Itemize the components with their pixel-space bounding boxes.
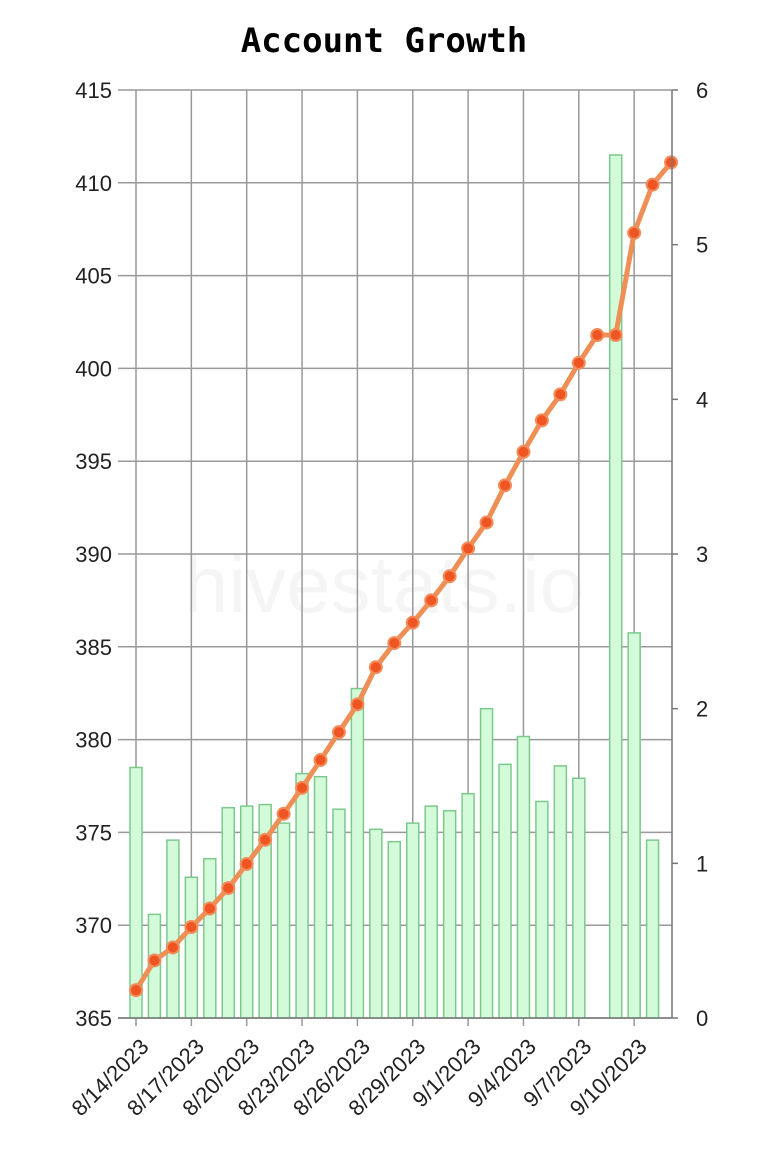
bar (461, 792, 475, 1019)
line-point (276, 806, 291, 821)
line-point (645, 177, 660, 192)
left-tick-label: 410 (75, 171, 112, 196)
left-tick-label: 375 (75, 820, 112, 845)
bar (184, 876, 199, 1019)
line-point (350, 697, 365, 712)
bar (535, 800, 549, 1019)
bar (369, 828, 383, 1019)
left-tick-label: 405 (75, 264, 112, 289)
line-series (129, 155, 679, 998)
left-tick-label: 390 (75, 542, 112, 567)
line-point (553, 387, 568, 402)
bar (387, 840, 402, 1019)
line-point (331, 725, 346, 740)
line-point (590, 327, 605, 342)
line-point (313, 753, 328, 768)
bar-series (129, 154, 660, 1019)
line-point (608, 327, 623, 342)
chart-title: Account Growth (241, 21, 528, 61)
line-point (221, 881, 236, 896)
line-point (295, 780, 310, 795)
line-point (165, 940, 180, 955)
right-tick-label: 6 (696, 78, 708, 103)
line-point (368, 660, 383, 675)
line-point (498, 478, 512, 493)
line-point (129, 983, 143, 998)
bar (239, 805, 254, 1019)
bar (203, 857, 217, 1019)
bar (608, 154, 623, 1019)
bar (572, 777, 586, 1019)
line-point (239, 856, 254, 871)
bar (313, 775, 328, 1019)
line-point (424, 593, 439, 608)
line-point (184, 920, 199, 935)
bar (276, 822, 291, 1019)
left-tick-label: 400 (75, 356, 112, 381)
line-point (571, 355, 586, 370)
right-tick-label: 0 (696, 1006, 708, 1031)
bar (442, 809, 457, 1019)
line-point (479, 515, 494, 530)
bar (479, 707, 494, 1019)
left-tick-label: 380 (75, 728, 112, 753)
bar (406, 822, 420, 1019)
left-tick-label: 385 (75, 635, 112, 660)
line-point (664, 155, 679, 170)
line-point (534, 413, 549, 428)
line-point (202, 901, 217, 916)
right-tick-label: 1 (696, 851, 708, 876)
line-point (442, 569, 457, 584)
bar (332, 808, 346, 1019)
bar (424, 805, 438, 1019)
bar (645, 839, 660, 1019)
left-tick-label: 365 (75, 1006, 112, 1031)
line-point (405, 615, 420, 630)
bar (553, 765, 568, 1019)
line-point (258, 832, 273, 847)
line-point (627, 225, 642, 240)
line-point (461, 541, 476, 556)
bar (166, 839, 180, 1019)
bar (516, 735, 531, 1019)
bar (350, 687, 365, 1019)
bar (221, 806, 235, 1019)
bar (627, 632, 641, 1019)
line-point (516, 444, 531, 459)
left-tick-label: 395 (75, 449, 112, 474)
bar (295, 772, 309, 1019)
right-tick-label: 3 (696, 542, 708, 567)
right-tick-label: 4 (696, 387, 708, 412)
right-tick-label: 5 (696, 233, 708, 258)
left-tick-label: 415 (75, 78, 112, 103)
bar (498, 763, 512, 1019)
line-point (147, 953, 162, 968)
line-point (387, 636, 402, 651)
right-tick-label: 2 (696, 697, 708, 722)
left-tick-label: 370 (75, 913, 112, 938)
